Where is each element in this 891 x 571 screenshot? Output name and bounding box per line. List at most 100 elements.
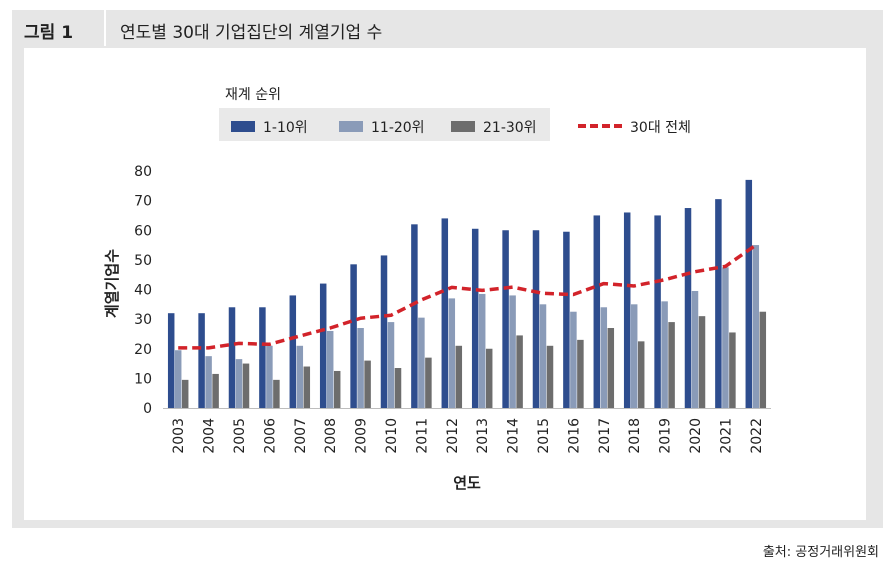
bar-1-2012 [441,218,449,408]
legend-line-swatch [578,124,622,128]
legend-label-rank-21-30: 21-30위 [483,120,537,136]
bar-2-2017 [600,307,608,408]
bar-3-2022 [759,311,767,408]
legend-item-total-line: 30대 전체 [578,117,691,137]
bar-1-2014 [502,230,509,408]
bar-1-2017 [593,215,601,408]
x-tick-label: 2011 [414,418,430,454]
x-axis-title: 연도 [453,474,481,492]
bar-3-2018 [637,341,645,408]
bar-3-2019 [668,322,675,408]
y-tick-label: 80 [134,164,152,180]
legend-swatch-rank-21-30 [451,121,475,132]
bar-3-2004 [212,373,219,408]
bar-3-2015 [546,345,554,408]
bar-3-2006 [273,379,280,408]
x-tick-label: 2004 [202,418,218,454]
bar-3-2009 [364,360,371,408]
bar-2-2010 [387,322,395,408]
bar-2-2005 [235,359,243,408]
x-tick-label: 2016 [566,418,582,454]
legend-item-rank-11-20: 11-20위 [339,117,425,137]
x-tick-label: 2009 [354,418,370,454]
bar-2-2014 [509,295,516,408]
bar-2-2018 [630,304,638,408]
bar-2-2009 [357,328,364,408]
total-line-series [178,243,757,350]
bar-2-2019 [661,301,668,408]
legend-line-label: 30대 전체 [630,120,691,136]
bar-2-2015 [539,304,547,408]
y-tick-label: 70 [134,194,152,210]
x-tick-label: 2005 [232,418,248,454]
bar-1-2010 [380,255,388,408]
bar-3-2005 [242,363,250,408]
bar-2-2008 [326,330,334,408]
legend-swatch-rank-11-20 [339,121,363,132]
figure-label: 그림 1 [24,23,74,43]
bar-1-2006 [259,307,266,408]
legend-label-rank-1-10: 1-10위 [263,120,308,136]
bar-2-2013 [478,293,486,408]
x-tick-label: 2019 [658,418,674,454]
bar-3-2007 [303,366,311,408]
bar-1-2015 [532,230,540,408]
bar-2-2004 [205,356,212,408]
bar-1-2016 [563,231,570,408]
x-tick-label: 2018 [627,418,643,454]
x-tick-label: 2021 [718,418,734,454]
y-tick-label: 40 [134,283,152,299]
bar-3-2021 [729,332,736,408]
bar-3-2014 [516,335,523,408]
figure-header: 그림 1 연도별 30대 기업집단의 계열기업 수 [12,10,883,46]
x-tick-label: 2007 [293,418,309,454]
bar-2-2011 [418,317,425,408]
legend-label-rank-11-20: 11-20위 [371,120,425,136]
bar-1-2004 [198,313,205,408]
x-tick-label: 2003 [171,418,187,454]
bar-3-2003 [181,379,189,408]
bar-1-2003 [167,313,175,408]
bar-2-2006 [266,345,273,408]
x-tick-label: 2012 [445,418,461,454]
bar-1-2020 [684,208,692,408]
x-tick-label: 2008 [323,418,339,454]
y-tick-label: 60 [134,223,152,239]
bar-1-2009 [350,264,357,408]
bar-1-2005 [228,307,236,408]
bar-1-2013 [471,228,479,408]
legend-swatch-rank-1-10 [231,121,255,132]
x-tick-label: 2022 [749,418,765,454]
bar-2-2012 [448,298,456,408]
bar-1-2019 [654,215,661,408]
bar-1-2021 [715,199,722,408]
bar-2-2020 [691,290,699,408]
legend-item-rank-1-10: 1-10위 [231,117,308,137]
y-tick-label: 30 [134,312,152,328]
bar-3-2010 [394,368,402,408]
x-tick-label: 2013 [475,418,491,454]
y-tick-label: 10 [134,371,152,387]
x-tick-label: 2010 [384,418,400,454]
y-axis-title: 계열기업수 [103,249,121,318]
x-tick-label: 2014 [506,418,522,454]
x-tick-label: 2015 [536,418,552,454]
bar-3-2008 [333,370,341,408]
bar-1-2007 [289,295,297,408]
y-tick-label: 0 [143,401,152,417]
bar-3-2017 [607,328,615,408]
bar-2-2016 [570,311,577,408]
bar-1-2018 [623,212,631,408]
bar-1-2011 [411,224,418,408]
legend-title: 재계 순위 [225,87,281,103]
bar-3-2013 [485,348,493,408]
bar-2-2022 [752,245,760,408]
x-tick-label: 2017 [597,418,613,454]
bar-1-2022 [745,179,753,408]
y-tick-label: 50 [134,253,152,269]
bar-3-2011 [425,357,432,408]
source-note: 출처: 공정거래위원회 [762,545,879,560]
y-tick-label: 20 [134,342,152,358]
x-tick-label: 2020 [688,418,704,454]
